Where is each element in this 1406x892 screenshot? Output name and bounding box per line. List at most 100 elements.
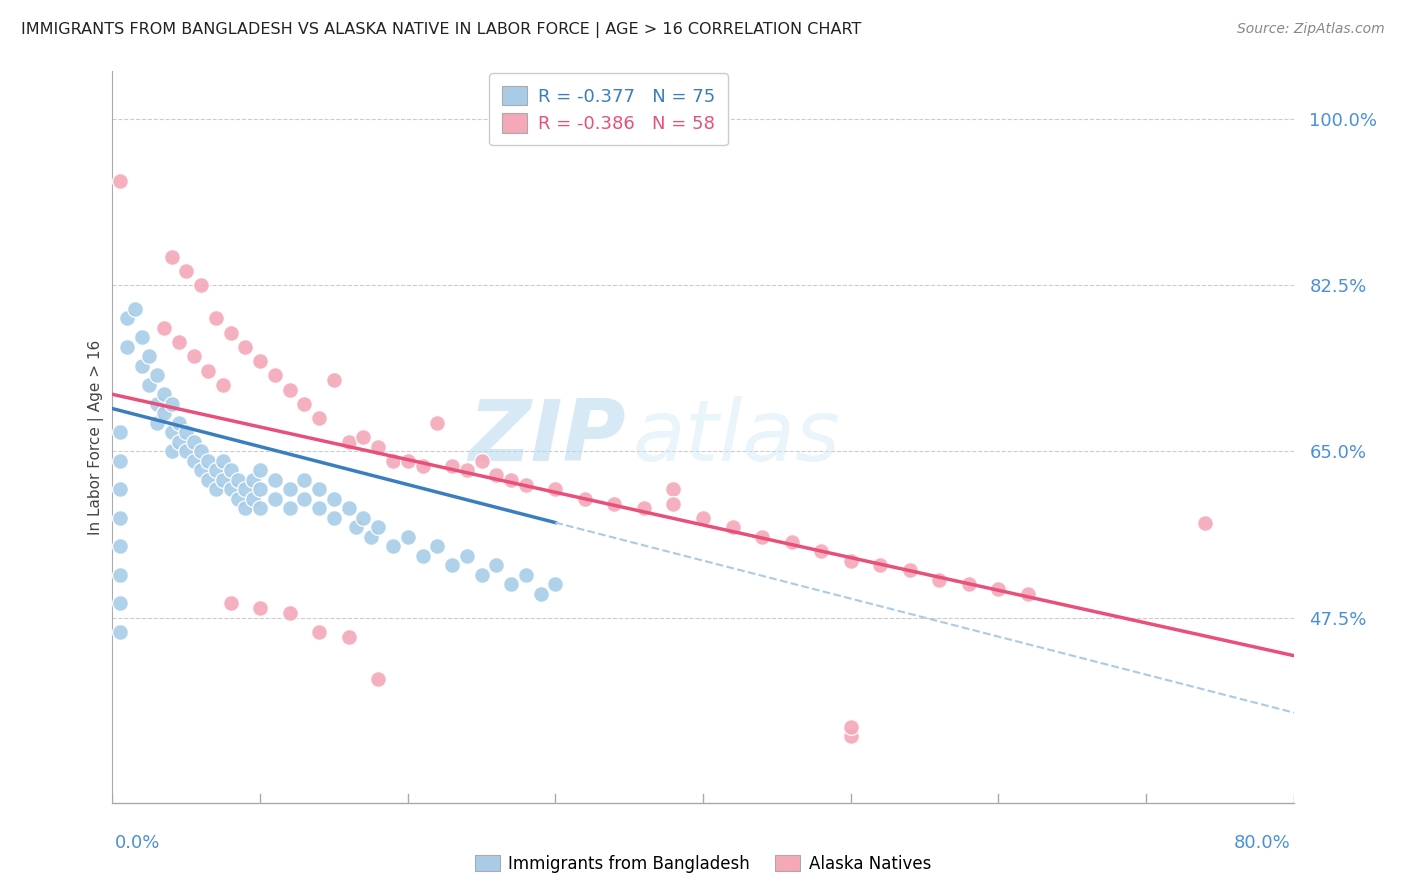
Point xyxy=(108,596,131,610)
Point xyxy=(544,483,567,497)
Point xyxy=(242,491,264,506)
Point xyxy=(174,425,197,440)
Point xyxy=(249,501,271,516)
Point xyxy=(485,468,508,483)
Point xyxy=(292,473,315,487)
Point xyxy=(470,454,494,468)
Point xyxy=(278,501,301,516)
Point xyxy=(308,624,330,639)
Point xyxy=(382,454,405,468)
Point xyxy=(603,497,626,511)
Point xyxy=(160,250,183,264)
Point xyxy=(441,558,464,573)
Point xyxy=(205,463,228,477)
Point xyxy=(197,473,219,487)
Point xyxy=(138,349,160,363)
Point xyxy=(108,511,131,525)
Point xyxy=(337,630,360,644)
Text: atlas: atlas xyxy=(633,395,841,479)
Point xyxy=(633,501,655,516)
Point xyxy=(323,491,346,506)
Point xyxy=(839,553,862,567)
Point xyxy=(308,483,330,497)
Point xyxy=(352,430,374,444)
Point xyxy=(197,363,219,377)
Point xyxy=(138,377,160,392)
Legend: Immigrants from Bangladesh, Alaska Natives: Immigrants from Bangladesh, Alaska Nativ… xyxy=(468,848,938,880)
Point xyxy=(226,473,249,487)
Point xyxy=(117,340,138,354)
Point xyxy=(146,397,169,411)
Point xyxy=(190,463,212,477)
Point xyxy=(544,577,567,591)
Point xyxy=(212,377,235,392)
Point xyxy=(212,473,235,487)
Point xyxy=(174,444,197,458)
Point xyxy=(233,501,256,516)
Point xyxy=(249,463,271,477)
Point xyxy=(205,311,228,326)
Point xyxy=(219,463,242,477)
Point xyxy=(183,434,205,449)
Point xyxy=(662,483,685,497)
Legend: R = -0.377   N = 75, R = -0.386   N = 58: R = -0.377 N = 75, R = -0.386 N = 58 xyxy=(489,73,728,145)
Point xyxy=(219,483,242,497)
Point xyxy=(780,534,803,549)
Point xyxy=(869,558,891,573)
Text: Source: ZipAtlas.com: Source: ZipAtlas.com xyxy=(1237,22,1385,37)
Point xyxy=(167,416,190,430)
Point xyxy=(131,330,153,344)
Point xyxy=(751,530,773,544)
Point xyxy=(928,573,950,587)
Point xyxy=(292,397,315,411)
Y-axis label: In Labor Force | Age > 16: In Labor Force | Age > 16 xyxy=(89,340,104,534)
Point xyxy=(219,596,242,610)
Point xyxy=(456,463,478,477)
Point xyxy=(574,491,596,506)
Point xyxy=(108,624,131,639)
Point xyxy=(441,458,464,473)
Point xyxy=(501,473,523,487)
Point xyxy=(108,425,131,440)
Point xyxy=(108,539,131,553)
Point xyxy=(426,416,449,430)
Point xyxy=(839,720,862,734)
Point xyxy=(146,416,169,430)
Text: IMMIGRANTS FROM BANGLADESH VS ALASKA NATIVE IN LABOR FORCE | AGE > 16 CORRELATIO: IMMIGRANTS FROM BANGLADESH VS ALASKA NAT… xyxy=(21,22,862,38)
Point xyxy=(153,387,176,401)
Point xyxy=(219,326,242,340)
Point xyxy=(183,349,205,363)
Point xyxy=(957,577,980,591)
Point xyxy=(692,511,714,525)
Point xyxy=(352,511,374,525)
Point xyxy=(146,368,169,383)
Point xyxy=(108,567,131,582)
Point xyxy=(360,530,382,544)
Point xyxy=(249,601,271,615)
Point xyxy=(426,539,449,553)
Point xyxy=(190,444,212,458)
Point xyxy=(810,544,832,558)
Point xyxy=(308,501,330,516)
Point xyxy=(515,567,537,582)
Point xyxy=(249,483,271,497)
Point xyxy=(721,520,744,534)
Point xyxy=(249,354,271,368)
Point xyxy=(308,411,330,425)
Point xyxy=(485,558,508,573)
Point xyxy=(153,321,176,335)
Point xyxy=(131,359,153,373)
Point xyxy=(411,549,433,563)
Point xyxy=(367,440,389,454)
Point xyxy=(174,264,197,278)
Point xyxy=(278,483,301,497)
Text: 0.0%: 0.0% xyxy=(115,834,160,852)
Point xyxy=(226,491,249,506)
Point xyxy=(501,577,523,591)
Point xyxy=(411,458,433,473)
Point xyxy=(396,454,419,468)
Point xyxy=(396,530,419,544)
Point xyxy=(117,311,138,326)
Point xyxy=(367,520,389,534)
Point xyxy=(456,549,478,563)
